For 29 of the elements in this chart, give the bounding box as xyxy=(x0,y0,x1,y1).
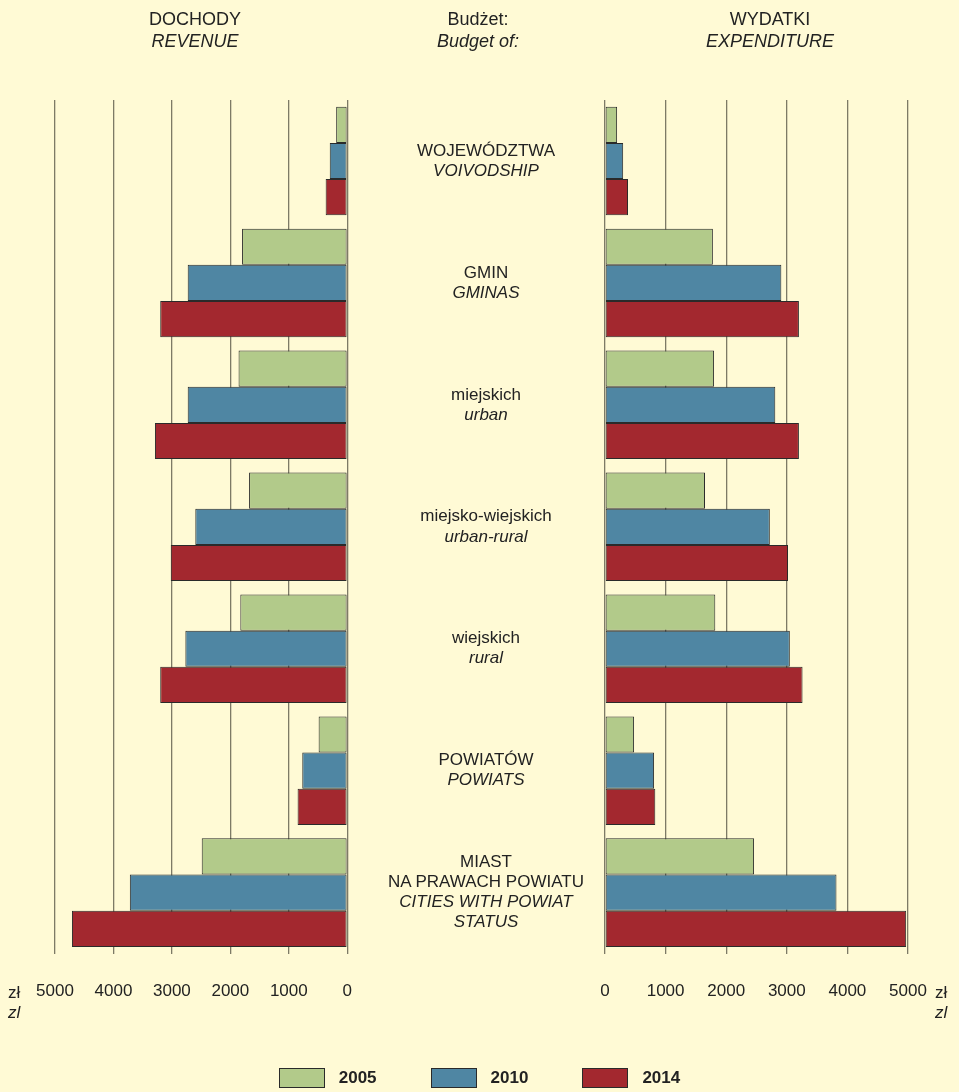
legend-label: 2010 xyxy=(490,1068,529,1088)
y-tick-label: wiejskich rural xyxy=(450,628,521,668)
x-tick-label: 5000 xyxy=(36,981,74,1001)
chart-title: DOCHODY xyxy=(148,8,242,30)
x-tick-label: 3000 xyxy=(767,981,806,1001)
x-tick-label: 4000 xyxy=(828,981,867,1001)
y-tick-label: POWIATÓW POWIATS xyxy=(438,750,534,790)
x-tick-label: 1000 xyxy=(646,981,685,1001)
chart-subtitle: EXPENDITURE xyxy=(705,30,835,52)
x-tick-label: 2000 xyxy=(707,981,746,1001)
x-tick-label: 0 xyxy=(342,981,353,1001)
x-axis-title: zł zl xyxy=(8,983,21,1023)
x-tick-label: 4000 xyxy=(94,981,133,1001)
legend-label: 2014 xyxy=(642,1068,681,1088)
chart-title: WYDATKI xyxy=(728,8,812,30)
y-tick-label: GMIN GMINAS xyxy=(452,262,521,302)
x-tick-label: 1000 xyxy=(269,981,308,1001)
x-tick-label: 2000 xyxy=(211,981,250,1001)
x-tick-label: 5000 xyxy=(889,981,927,1001)
x-tick-label: 3000 xyxy=(153,981,191,1001)
y-tick-label: miejsko-wiejskich urban-rural xyxy=(420,506,552,546)
legend-label: 2005 xyxy=(338,1068,377,1088)
x-tick-label: 0 xyxy=(600,981,610,1001)
y-tick-label: MIAST NA PRAWACH POWIATU CITIES WITH POWIAT STATUS xyxy=(388,852,584,932)
chart-subtitle: REVENUE xyxy=(150,30,240,52)
y-tick-label: miejskich urban xyxy=(451,384,521,424)
x-axis-title: zł zl xyxy=(935,983,948,1023)
y-tick-label: WOJEWÓDZTWA VOIVODSHIP xyxy=(416,140,556,180)
y-axis-title: Budżet: Budget of: xyxy=(435,8,521,52)
